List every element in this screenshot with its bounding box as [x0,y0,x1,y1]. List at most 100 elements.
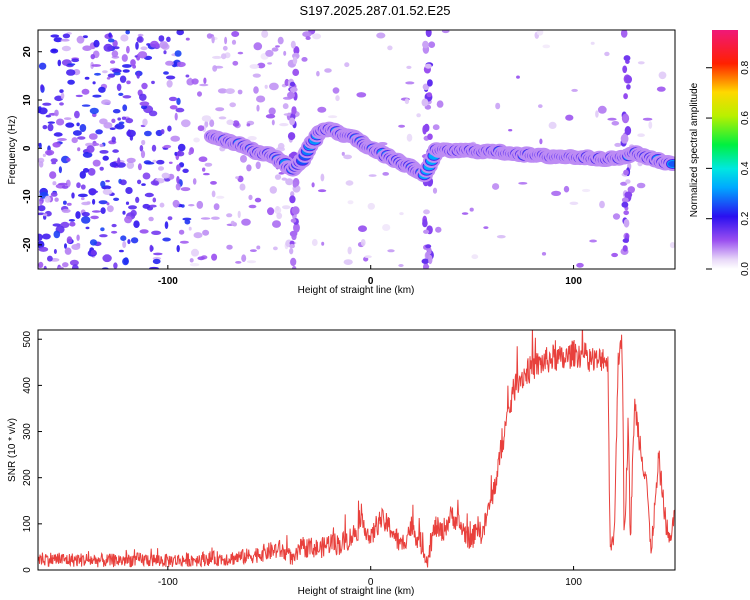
spectrogram-speckle [72,264,79,269]
spectrogram-speckle [344,62,350,68]
spectrogram-speckle [175,183,181,191]
spectrogram-speckle [197,256,205,261]
spectrogram-speckle [120,235,127,241]
spectrogram-speckle [45,149,55,156]
spectrogram-speckle [224,36,228,45]
spectrogram-speckle [163,50,167,55]
spectrogram-speckle [174,50,182,57]
spectrogram-speckle [117,157,121,166]
spectrogram-speckle [79,124,87,132]
spectrogram-speckle [327,115,338,119]
spectrogram-speckle [204,162,213,167]
spectrogram-speckle [232,120,240,127]
spectrogram-speckle [38,233,43,241]
spectrogram-speckle [40,84,44,91]
spectrogram-streak-blob [289,195,296,204]
spectrogram-speckle [614,142,622,147]
spectrogram-speckle [114,123,125,130]
spectrogram-speckle [58,266,64,269]
spectrogram-streak-blob [291,106,297,115]
spectrogram-streak-blob [623,169,629,176]
spectrogram-speckle [189,263,200,267]
spectrogram-speckle [50,158,58,163]
spectrogram-speckle [142,118,148,126]
spectrogram-speckle [282,103,289,110]
spectrogram-speckle [249,64,260,69]
spectrogram-speckle [341,151,345,156]
spectrogram-speckle [130,209,137,217]
spectrogram-speckle [180,187,191,192]
spectrogram-speckle [92,94,102,98]
spectrogram-speckle [134,55,138,58]
spectrogram-speckle [571,88,578,92]
spectrogram-speckle [518,182,528,185]
spectrogram-speckle [176,61,186,68]
spectrogram-speckle [611,121,620,126]
spectrogram-speckle [148,204,157,208]
spectrogram-speckle [98,86,106,93]
spectrogram-speckle [246,260,257,264]
spectrogram-speckle [267,62,272,65]
spectrogram-speckle [81,216,91,224]
spectrogram-speckle [109,161,118,168]
spectrogram-speckle [203,77,207,84]
spectrogram-speckle [159,41,169,49]
spectrogram-speckle [44,195,51,203]
spectrogram-speckle [50,192,58,197]
spectrogram-speckle [152,159,157,163]
spectrogram-speckle [273,221,279,226]
spectrogram-speckle [406,65,412,69]
spectrogram-speckle [612,213,621,220]
spectrogram-speckle [176,176,180,184]
spectrogram-speckle [126,80,131,85]
spectrogram-speckle [122,210,126,215]
spectrogram-speckle [281,177,288,181]
spectrogram-speckle [637,133,645,137]
spectrogram-speckle [149,40,159,48]
spectrogram-speckle [61,45,71,52]
spectrogram-speckle [152,197,157,203]
spectrogram-speckle [203,172,210,176]
spectrogram-speckle [148,216,154,222]
spectrogram-speckle [84,76,90,80]
spectrogram-speckle [248,204,257,209]
colorbar-tick-label: 0.6 [740,111,750,125]
spectrogram-speckle [141,82,148,90]
spectrogram-speckle [58,166,63,174]
spectrogram-speckle [125,30,130,35]
spectrogram-speckle [253,42,263,51]
spectrogram-speckle [88,190,99,194]
spectrogram-speckle [45,114,52,118]
spectrogram-speckle [110,60,116,64]
spectrogram-speckle [321,241,325,246]
spectrogram-speckle [627,186,635,194]
spectrogram-speckle [152,258,161,265]
spectrogram-speckle [38,246,49,252]
spectrogram-speckle [256,104,260,112]
spectrogram-speckle [61,185,69,189]
spectrogram-streak-blob [422,40,429,49]
spectrogram-speckle [125,118,134,124]
spectrogram-speckle [112,39,118,48]
spectrogram-speckle [611,252,618,258]
spectrogram-streak-blob [624,126,632,136]
spectrogram-speckle [271,119,275,126]
spectrogram-speckle [160,129,165,135]
spectrogram-streak-blob [421,98,429,107]
spectrogram-speckle [597,105,607,114]
spectrogram-streak-blob [292,68,300,77]
spectrogram-speckle [65,179,71,188]
spectrogram-speckle [60,92,65,100]
spectrogram-streak-blob [292,56,298,65]
spectrogram-speckle [159,202,165,208]
spectrogram-streak-blob [423,262,429,269]
spectrogram-speckle [94,72,101,76]
spectrogram-speckle [151,80,155,85]
spectrogram-streak-blob [289,117,296,126]
spectrogram-speckle [111,136,116,143]
spectrogram-speckle [221,53,227,60]
spectrogram-speckle [241,254,247,262]
spectrogram-speckle [76,122,80,127]
spectrogram-streak-blob [620,133,629,144]
spectrogram-speckle [235,261,242,264]
